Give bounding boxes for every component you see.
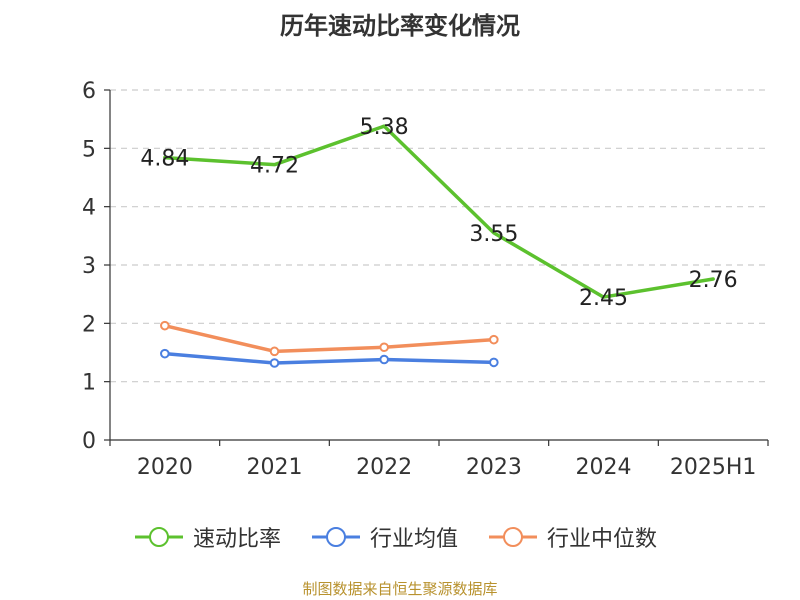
- y-tick-label: 6: [82, 79, 96, 104]
- legend: 速动比率 行业均值 行业中位数: [0, 522, 800, 552]
- legend-label: 行业中位数: [547, 527, 658, 552]
- series-line-2: [163, 323, 496, 354]
- data-labels: 4.84 4.72 5.38 3.55 2.45 2.76: [140, 115, 737, 311]
- series-line-1: [163, 351, 496, 365]
- data-label: 5.38: [360, 115, 409, 140]
- legend-item-quick-ratio[interactable]: 速动比率: [133, 522, 281, 552]
- source-note: 制图数据来自恒生聚源数据库: [302, 580, 498, 598]
- y-tick-label: 4: [82, 196, 96, 221]
- legend-item-industry-median[interactable]: 行业中位数: [487, 522, 657, 552]
- series-line-0: [163, 124, 715, 299]
- legend-label: 行业均值: [370, 527, 459, 552]
- x-tick-label: 2023: [466, 455, 522, 480]
- x-tick-label: 2020: [137, 455, 193, 480]
- series-lines: [160, 124, 715, 368]
- axes: 0 1 2 3 4 5 6 2020 2021 2022 2023 2024 2025H1: [82, 79, 769, 480]
- data-point: [489, 334, 499, 345]
- data-point: [379, 354, 389, 365]
- data-point: [489, 357, 499, 368]
- legend-label: 速动比率: [193, 527, 282, 552]
- data-point: [269, 346, 280, 357]
- data-label: 2.45: [579, 286, 628, 311]
- data-point: [379, 342, 389, 353]
- grid-lines: [110, 89, 768, 383]
- data-label: 2.76: [689, 268, 738, 293]
- data-label: 3.55: [469, 222, 518, 247]
- legend-swatch-icon: [312, 527, 360, 547]
- data-point: [160, 348, 170, 359]
- data-label: 4.84: [140, 147, 189, 172]
- data-point: [160, 320, 170, 331]
- legend-item-industry-mean[interactable]: 行业均值: [310, 522, 458, 552]
- y-tick-label: 3: [82, 254, 96, 279]
- data-label: 4.72: [250, 154, 299, 179]
- y-tick-label: 0: [82, 429, 96, 454]
- y-tick-label: 5: [82, 137, 96, 162]
- x-tick-label: 2022: [356, 455, 412, 480]
- x-tick-label: 2025H1: [670, 455, 757, 480]
- legend-swatch-icon: [135, 527, 183, 547]
- chart-title: 历年速动比率变化情况: [280, 12, 520, 40]
- x-tick-label: 2024: [576, 455, 632, 480]
- legend-swatch-icon: [489, 527, 537, 547]
- x-tick-label: 2021: [247, 455, 303, 480]
- y-tick-label: 1: [82, 371, 96, 396]
- data-point: [269, 358, 280, 368]
- y-tick-label: 2: [82, 312, 96, 337]
